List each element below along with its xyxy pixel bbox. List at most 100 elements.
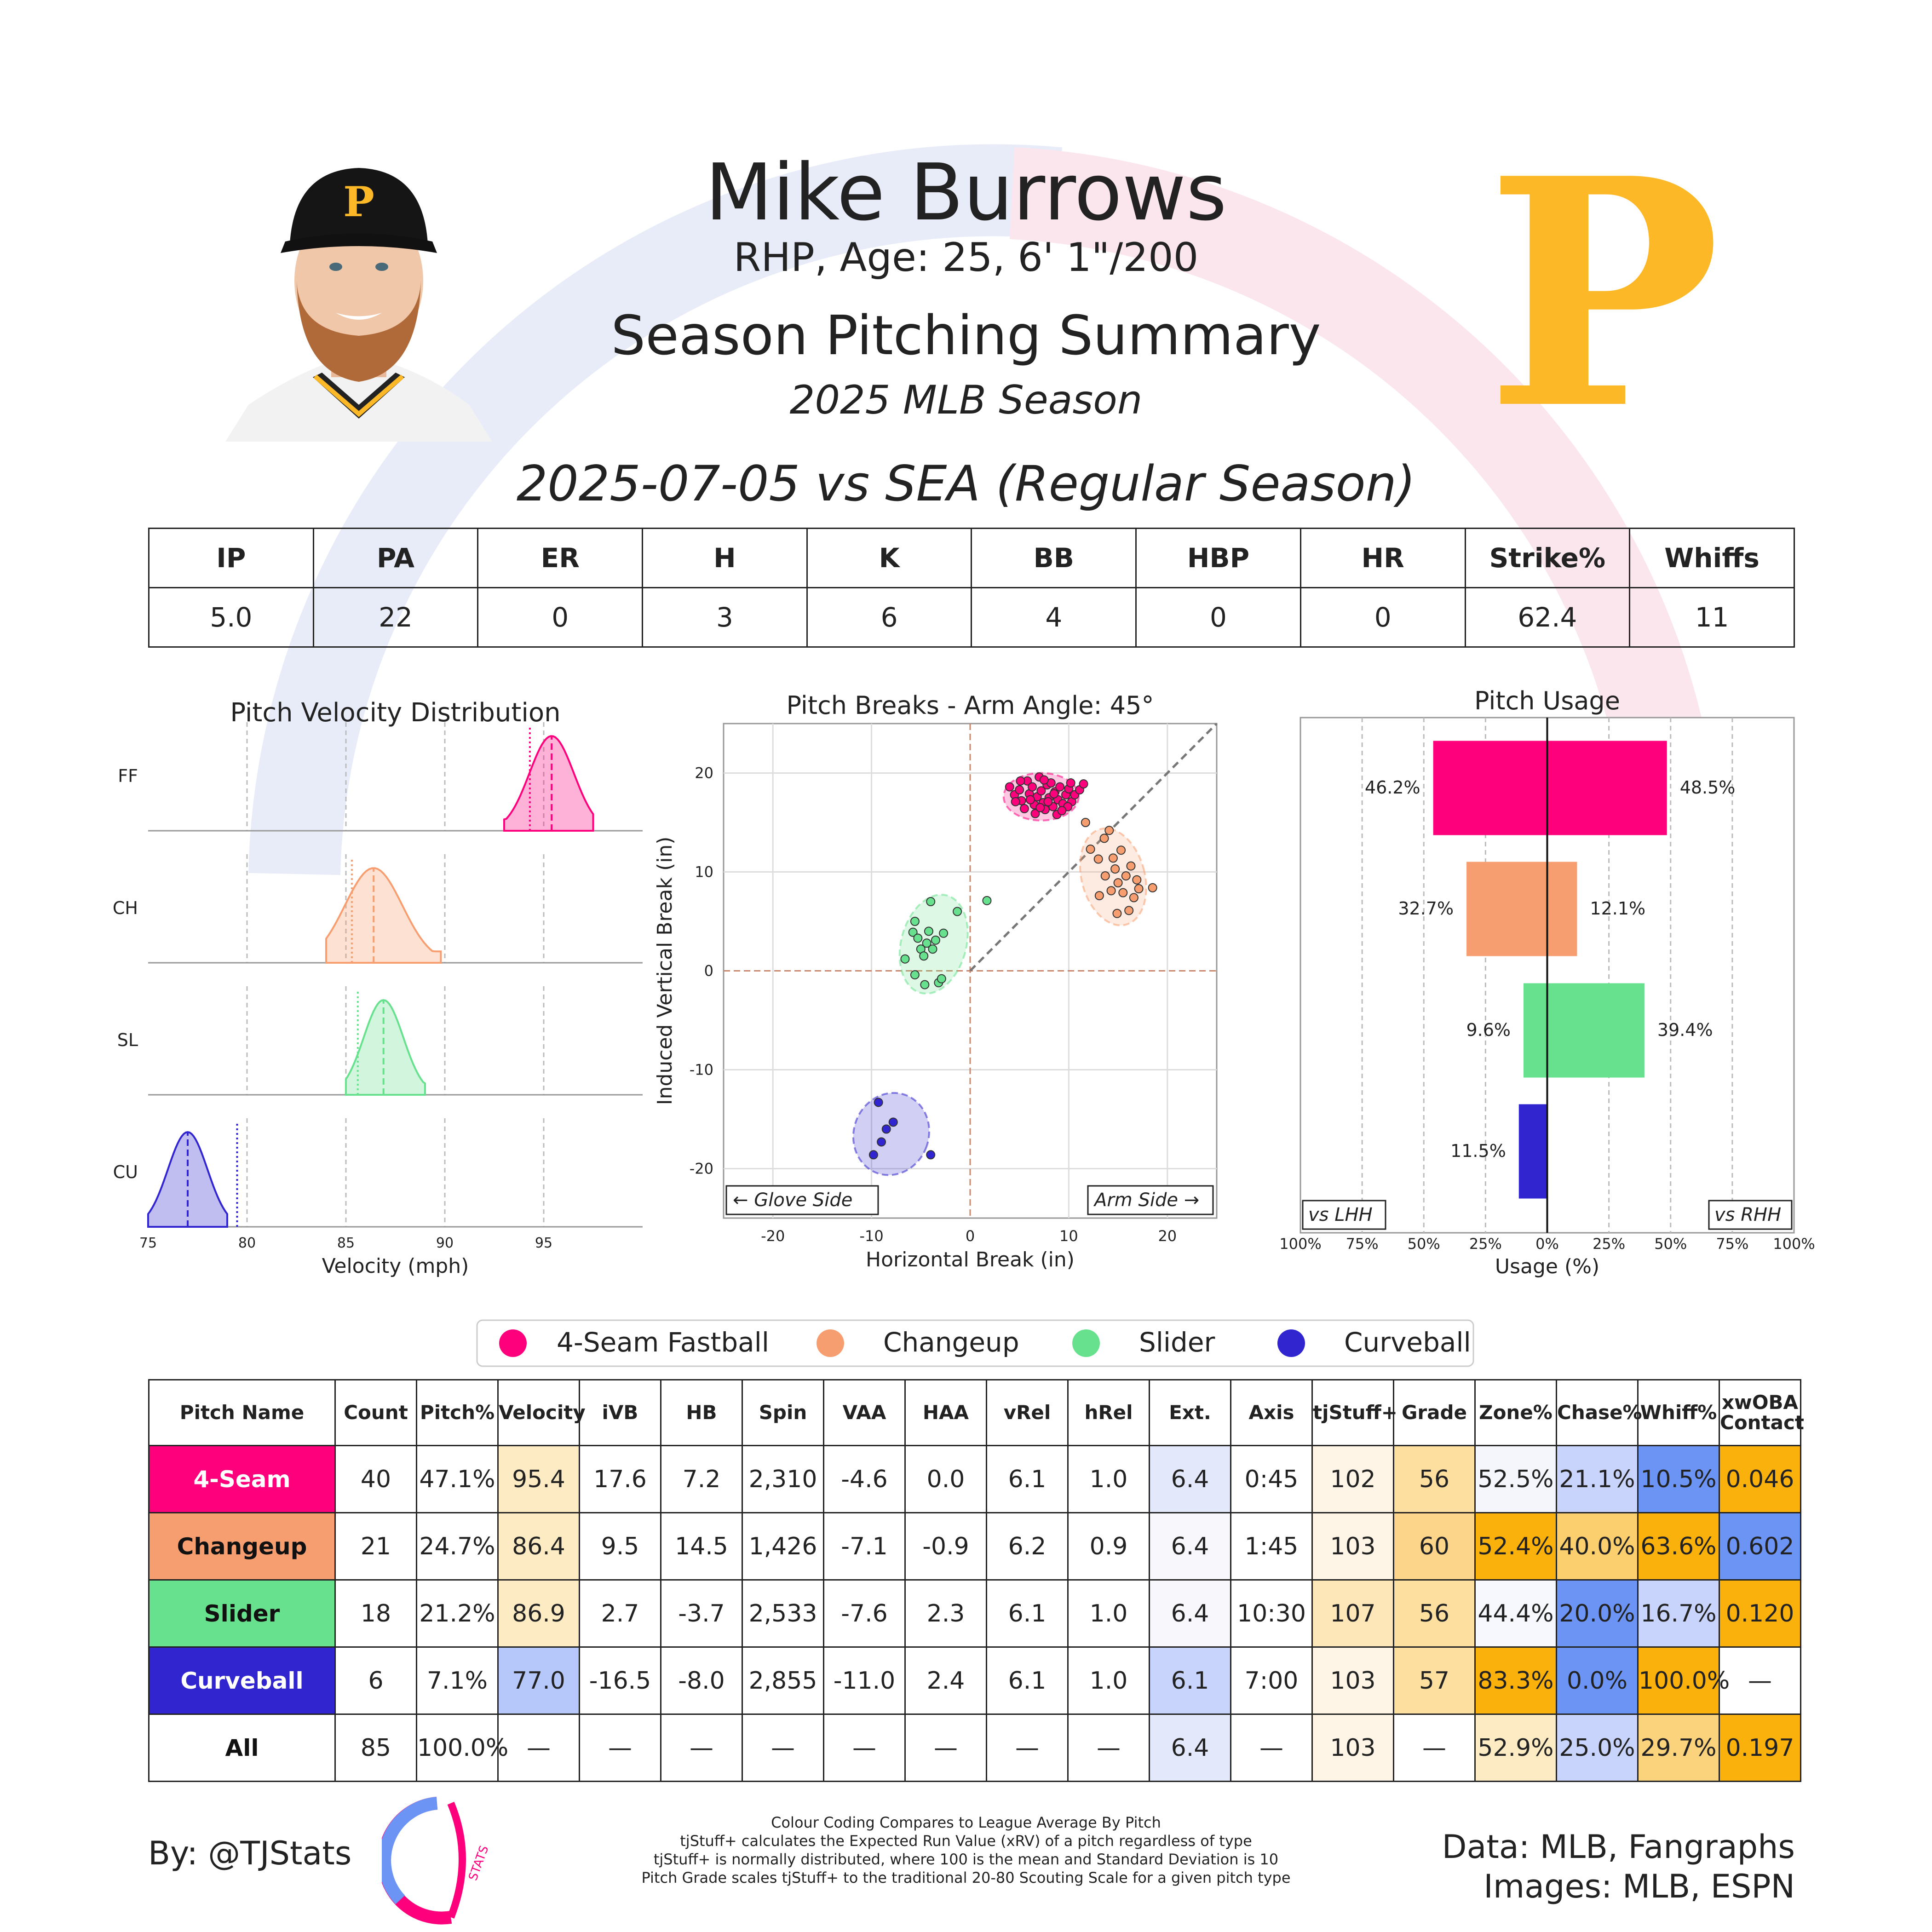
pitch-point xyxy=(1011,797,1020,806)
pitch-table-header-cell: Pitch% xyxy=(416,1379,499,1446)
pitch-point xyxy=(1121,871,1131,881)
usage-tick-label: 0% xyxy=(1535,1235,1559,1253)
pitch-table-cell: 57 xyxy=(1393,1646,1476,1715)
breaks-x-tick-label: -10 xyxy=(859,1227,883,1245)
note-line: tjStuff+ is normally distributed, where … xyxy=(653,1851,1279,1868)
pitch-table-cell: 0.9 xyxy=(1067,1512,1150,1581)
pitch-point xyxy=(1035,803,1045,812)
pitch-table-cell: 7:00 xyxy=(1230,1646,1313,1715)
player-headshot: P xyxy=(225,168,492,442)
summary-header-cell: ER xyxy=(477,528,644,588)
pitch-point xyxy=(1148,883,1157,892)
usage-bar-lhh xyxy=(1523,983,1547,1078)
pitch-point xyxy=(874,1098,883,1107)
pitch-point xyxy=(1066,778,1075,788)
pitch-point xyxy=(1132,875,1142,885)
pitch-table-row: Slider 18 21.2% 86.9 2.7 -3.7 2,533 -7.6 2.3 6.1 1… xyxy=(148,1579,1801,1648)
legend-marker xyxy=(1072,1329,1100,1357)
pitch-point xyxy=(1104,826,1114,835)
summary-value-cell: 22 xyxy=(312,587,479,648)
pitch-breaks-chart: Pitch Breaks - Arm Angle: 45° -20 -10 0 10 20… xyxy=(653,691,1218,1271)
pitch-point xyxy=(900,954,910,964)
pitch-table-cell: 6.1 xyxy=(986,1579,1069,1648)
pitch-table-cell: 24.7% xyxy=(416,1512,499,1581)
pitch-table-header-cell: Pitch Name xyxy=(148,1379,336,1446)
pitch-table-cell: -3.7 xyxy=(660,1579,743,1648)
pitch-table-row: All 85 100.0% — — — — — — — —6.4—103—52.9% 25.0% 29.… xyxy=(148,1714,1801,1782)
velocity-row-label: CU xyxy=(113,1162,138,1182)
pitch-table-cell: 6.4 xyxy=(1149,1714,1231,1782)
pitch-table-cell: 29.7% xyxy=(1637,1714,1720,1782)
pitch-point xyxy=(1134,884,1144,894)
legend-marker xyxy=(816,1329,844,1357)
pitch-point xyxy=(1110,864,1120,874)
pitch-table-cell: 107 xyxy=(1311,1579,1394,1648)
velocity-tick-label: 75 xyxy=(139,1235,157,1251)
pitch-table-cell: — xyxy=(579,1714,661,1782)
breaks-x-axis-label: Horizontal Break (in) xyxy=(866,1248,1075,1271)
pitch-table-cell: 6.1 xyxy=(986,1646,1069,1715)
pitch-table-cell: 18 xyxy=(334,1579,417,1648)
pitch-table-cell: 1.0 xyxy=(1067,1445,1150,1513)
velocity-row-label: FF xyxy=(118,766,138,786)
velocity-axis-label: Velocity (mph) xyxy=(322,1254,469,1278)
pitch-point xyxy=(1016,776,1025,786)
breaks-x-tick-label: 20 xyxy=(1158,1227,1177,1245)
velocity-tick-label: 80 xyxy=(238,1235,256,1251)
usage-tick-label: 100% xyxy=(1279,1235,1321,1253)
pitch-point xyxy=(1118,888,1128,897)
pitch-table-cell: 7.2 xyxy=(660,1445,743,1513)
pitch-table-row: Curveball 6 7.1% 77.0 -16.5 -8.0 2,855 -11.0 2.4… xyxy=(148,1646,1801,1715)
pitch-point xyxy=(881,1124,891,1134)
pitch-table-cell: 20.0% xyxy=(1556,1579,1639,1648)
pitch-table-cell: 0.120 xyxy=(1719,1579,1801,1648)
pitch-table-cell: 86.4 xyxy=(497,1512,580,1581)
glove-side-label: ← Glove Side xyxy=(733,1190,852,1211)
pitch-point xyxy=(1079,779,1088,789)
pitch-table-header-row: Pitch Name Count Pitch% Velocity iVB HB Spin VA… xyxy=(148,1379,1804,1446)
pitch-point xyxy=(877,1137,886,1147)
pitch-name-cell: All xyxy=(148,1714,336,1782)
summary-header-cell: Whiffs xyxy=(1629,528,1795,588)
pitch-point xyxy=(888,1117,898,1127)
velocity-tick-label: 95 xyxy=(535,1235,552,1251)
usage-label-rhh: 12.1% xyxy=(1590,898,1645,919)
pitch-table-cell: — xyxy=(742,1714,824,1782)
pitch-table-cell: 56 xyxy=(1393,1445,1476,1513)
summary-header-cell: BB xyxy=(971,528,1137,588)
pitch-table-cell: 0.0% xyxy=(1556,1646,1639,1715)
pitch-point xyxy=(1093,854,1103,864)
pitch-point xyxy=(1025,795,1035,805)
pitch-table-cell: 2.7 xyxy=(579,1579,661,1648)
pitch-point xyxy=(910,970,920,980)
pitch-point xyxy=(1106,886,1116,896)
pitch-table-cell: 2,533 xyxy=(742,1579,824,1648)
pitch-table-header-cell: VAA xyxy=(823,1379,906,1446)
velocity-chart-title: Pitch Velocity Distribution xyxy=(230,698,560,728)
pitch-cluster-ellipse xyxy=(1079,827,1147,926)
pitch-table-cell: — xyxy=(1393,1714,1476,1782)
pitch-table-cell: 0:45 xyxy=(1230,1445,1313,1513)
pitch-table-cell: 103 xyxy=(1311,1646,1394,1715)
summary-header-cell: HBP xyxy=(1135,528,1301,588)
pitch-point xyxy=(922,938,932,948)
pitch-table-cell: 25.0% xyxy=(1556,1714,1639,1782)
usage-bar-lhh xyxy=(1518,1104,1547,1199)
pitch-table-cell: 1,426 xyxy=(742,1512,824,1581)
pitch-table-cell: 21 xyxy=(334,1512,417,1581)
pitch-table-cell: 1.0 xyxy=(1067,1579,1150,1648)
pitch-point xyxy=(1081,818,1090,827)
pitch-point xyxy=(1036,786,1046,796)
pitch-point xyxy=(939,928,949,938)
pitch-point xyxy=(924,926,933,936)
usage-label-lhh: 32.7% xyxy=(1398,898,1454,919)
pitch-point xyxy=(868,1150,878,1160)
note-line: Pitch Grade scales tjStuff+ to the tradi… xyxy=(641,1869,1291,1886)
glove-side-box xyxy=(725,1185,879,1215)
summary-value-cell: 6 xyxy=(806,587,972,648)
summary-value-cell: 4 xyxy=(971,587,1137,648)
pitch-point xyxy=(1086,845,1095,854)
pitch-table-cell: 2,310 xyxy=(742,1445,824,1513)
pitch-table-header-cell: Chase% xyxy=(1556,1379,1642,1446)
pitch-table-cell: 102 xyxy=(1311,1445,1394,1513)
